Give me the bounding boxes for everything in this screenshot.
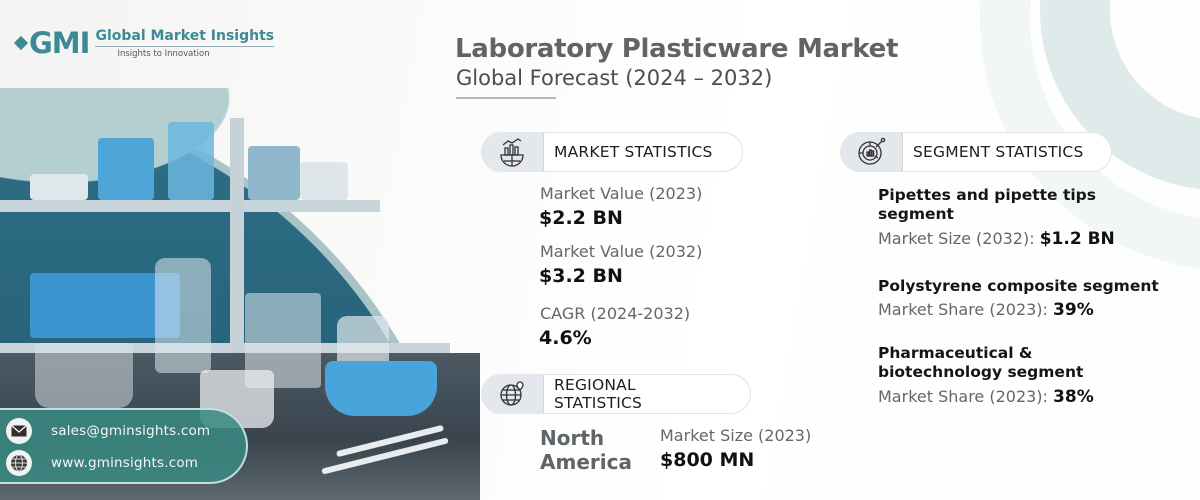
- market-value-2023: $2.2 BN: [539, 207, 623, 229]
- region-name-line2: America: [540, 450, 632, 474]
- contact-panel: sales@gminsights.com www.gminsights.com: [0, 408, 248, 484]
- segment-1-value: $1.2 BN: [1039, 229, 1115, 249]
- market-value-2032-label: Market Value (2032): [540, 242, 703, 261]
- region-name: North America: [540, 426, 632, 474]
- logo-mark: GMI: [13, 26, 90, 60]
- segment-3-stat: Market Share (2023): 38%: [878, 387, 1094, 407]
- title-underline: [456, 97, 556, 99]
- segment-3-title-line2: biotechnology segment: [878, 363, 1084, 381]
- segment-3-value: 38%: [1053, 387, 1094, 407]
- tube-rack: [168, 122, 214, 200]
- segment-1-label: Market Size (2032):: [878, 229, 1040, 248]
- brand-name: Global Market Insights: [95, 28, 275, 47]
- segment-2-title-line1: Polystyrene composite segment: [878, 277, 1159, 295]
- cagr-label: CAGR (2024-2032): [540, 304, 691, 323]
- regional-statistics-header: REGIONAL STATISTICS: [481, 374, 751, 414]
- segment-2-label: Market Share (2023):: [878, 300, 1054, 319]
- tube: [248, 146, 300, 200]
- logo-mark-text: GMI: [29, 26, 90, 60]
- regional-market-size-value: $800 MN: [660, 449, 755, 471]
- contact-website[interactable]: www.gminsights.com: [6, 448, 246, 478]
- shelf: [0, 200, 380, 212]
- globe-icon: [6, 450, 32, 476]
- page-title: Laboratory Plasticware Market: [455, 34, 899, 64]
- container: [300, 162, 348, 200]
- globe-bar-chart-icon: [481, 132, 543, 172]
- segment-3-title: Pharmaceutical & biotechnology segment: [878, 344, 1083, 382]
- segment-3-label: Market Share (2023):: [878, 387, 1054, 406]
- page-subtitle: Global Forecast (2024 – 2032): [456, 66, 773, 90]
- website-link[interactable]: www.gminsights.com: [51, 455, 199, 471]
- shelf-divider: [230, 118, 244, 358]
- logo-diamond-icon: [13, 35, 29, 51]
- regional-statistics-title: REGIONAL STATISTICS: [543, 374, 751, 414]
- container: [30, 174, 88, 200]
- bottle: [155, 258, 211, 373]
- segment-1-title: Pipettes and pipette tips segment: [878, 186, 1096, 224]
- segment-1-title-line1: Pipettes and pipette tips: [878, 186, 1097, 204]
- pie-target-icon: [840, 132, 902, 172]
- market-value-2023-label: Market Value (2023): [540, 184, 703, 203]
- market-value-2032: $3.2 BN: [539, 265, 623, 287]
- segment-1-stat: Market Size (2032): $1.2 BN: [878, 229, 1115, 249]
- regional-market-size-label: Market Size (2023): [660, 426, 812, 445]
- gmi-logo: GMI Global Market Insights Insights to I…: [13, 26, 275, 60]
- blue-bowl: [325, 361, 437, 416]
- segment-2-value: 39%: [1053, 300, 1094, 320]
- brand-tagline: Insights to Innovation: [117, 48, 210, 59]
- petri-stack: [98, 138, 154, 200]
- market-statistics-header: MARKET STATISTICS: [481, 132, 743, 172]
- email-link[interactable]: sales@gminsights.com: [51, 423, 211, 439]
- region-name-line1: North: [540, 426, 605, 450]
- globe-pin-icon: [481, 374, 543, 414]
- logo-text: Global Market Insights Insights to Innov…: [95, 28, 275, 59]
- envelope-icon: [6, 418, 32, 444]
- contact-email[interactable]: sales@gminsights.com: [6, 416, 246, 446]
- segment-statistics-header: SEGMENT STATISTICS: [840, 132, 1112, 172]
- segment-3-title-line1: Pharmaceutical &: [878, 344, 1033, 362]
- segment-2-title: Polystyrene composite segment: [878, 277, 1159, 296]
- segment-statistics-title: SEGMENT STATISTICS: [902, 132, 1112, 172]
- segment-1-title-line2: segment: [878, 205, 954, 223]
- beaker: [35, 343, 133, 408]
- cagr-value: 4.6%: [539, 327, 592, 349]
- segment-2-stat: Market Share (2023): 39%: [878, 300, 1094, 320]
- market-statistics-title: MARKET STATISTICS: [543, 132, 743, 172]
